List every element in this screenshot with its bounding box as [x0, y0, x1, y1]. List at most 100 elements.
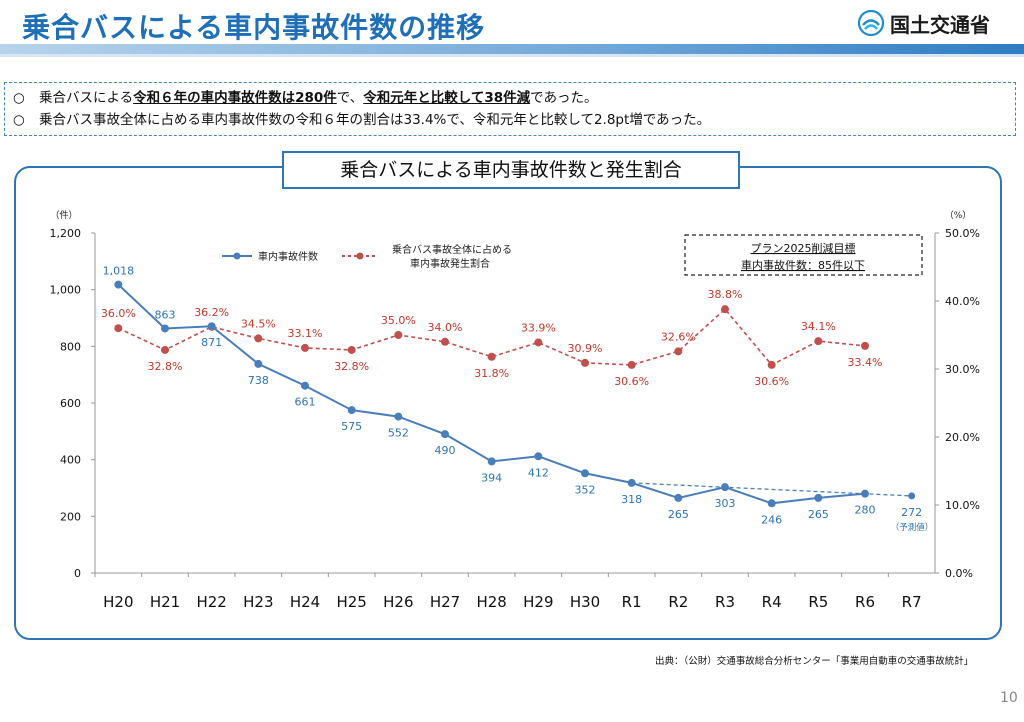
count-data-label: 265 [808, 508, 829, 521]
summary-text: 乗合バスによる [39, 90, 134, 106]
summary-box: ○ 乗合バスによる令和６年の車内事故件数は280件で、令和元年と比較して38件減で… [4, 82, 1016, 136]
count-point [161, 324, 169, 333]
ratio-data-label: 38.8% [708, 288, 743, 301]
ratio-data-label: 34.5% [241, 317, 276, 330]
chart-title: 乗合バスによる車内事故件数と発生割合 [282, 151, 740, 189]
count-point [767, 499, 776, 508]
x-tick-label: R2 [668, 593, 688, 611]
ratio-series-line [117, 308, 866, 366]
x-tick-label: H25 [336, 593, 366, 611]
summary-text: であった。 [530, 90, 598, 106]
legend-label-count: 車内事故件数 [258, 250, 318, 263]
y-left-tick-label: 600 [60, 397, 81, 410]
x-tick-label: H26 [383, 593, 413, 611]
y-left-tick-label: 0 [74, 567, 81, 580]
logo-text: 国土交通省 [890, 12, 990, 37]
mlit-logo-icon [858, 10, 884, 36]
count-data-label: 318 [621, 493, 642, 506]
ratio-point [347, 345, 356, 354]
ratio-data-label: 30.6% [614, 375, 649, 388]
x-tick-label: R4 [762, 593, 782, 611]
ratio-point [534, 338, 543, 347]
ratio-data-label: 36.2% [194, 306, 229, 319]
count-data-label: 863 [155, 308, 176, 321]
forecast-data-label: 272 [901, 506, 922, 519]
count-data-label: 490 [435, 444, 456, 457]
ratio-point [674, 347, 683, 356]
count-data-label: 552 [388, 427, 409, 440]
right-axis-unit: （%） [945, 210, 972, 221]
bullet-circle-icon: ○ [13, 112, 25, 128]
y-left-tick-label: 800 [60, 340, 81, 353]
count-point [814, 493, 823, 502]
y-right-tick-label: 50.0% [945, 227, 980, 240]
source-note: 出典：（公財）交通事故総合分析センター「事業用自動車の交通事故統計」 [655, 656, 974, 667]
count-point [861, 489, 869, 498]
ratio-point [581, 358, 589, 367]
y-right-tick-label: 0.0% [945, 567, 973, 580]
x-tick-label: H27 [430, 593, 460, 611]
y-left-tick-label: 400 [60, 454, 81, 467]
x-tick-label: H21 [150, 593, 180, 611]
y-right-tick-label: 30.0% [945, 363, 980, 376]
ratio-point [721, 305, 729, 314]
x-tick-label: R3 [715, 593, 735, 611]
legend-label-ratio-1: 乗合バス事故全体に占める [392, 243, 512, 256]
x-tick-label: H28 [476, 593, 506, 611]
summary-line-1: ○ 乗合バスによる令和６年の車内事故件数は280件で、令和元年と比較して38件減で… [13, 87, 1007, 109]
target-box-border [684, 234, 923, 276]
count-point [721, 483, 729, 492]
summary-text: で、 [336, 90, 364, 106]
ratio-point [627, 360, 636, 369]
x-tick-label: H20 [103, 593, 133, 611]
header-band-underline [0, 54, 1024, 57]
y-right-tick-label: 10.0% [945, 499, 980, 512]
y-right-tick-label: 40.0% [945, 295, 980, 308]
ratio-data-label: 30.9% [568, 342, 603, 355]
page-title: 乗合バスによる車内事故件数の推移 [22, 11, 486, 44]
x-tick-label: H24 [290, 593, 320, 611]
ratio-data-label: 30.6% [754, 375, 789, 388]
count-data-label: 661 [295, 396, 316, 409]
count-point [347, 406, 356, 415]
count-point [207, 322, 216, 331]
count-data-label: 246 [761, 513, 782, 526]
count-point [627, 478, 636, 487]
target-box-line1: プラン2025削減目標 [751, 241, 856, 255]
x-tick-label: R5 [808, 593, 828, 611]
ratio-point [254, 334, 263, 343]
ratio-data-label: 31.8% [474, 367, 509, 380]
page-number: 10 [1000, 690, 1018, 706]
ratio-data-label: 34.1% [801, 320, 836, 333]
ratio-data-label: 34.0% [428, 321, 463, 334]
summary-line-2: ○ 乗合バス事故全体に占める車内事故件数の令和６年の割合は33.4%で、令和元年と… [13, 109, 1007, 131]
bullet-circle-icon: ○ [13, 90, 25, 106]
count-data-label: 352 [575, 483, 596, 496]
ratio-data-label: 32.8% [148, 360, 183, 373]
count-data-label: 412 [528, 466, 549, 479]
legend-label-ratio-2: 車内事故発生割合 [410, 257, 490, 270]
y-left-tick-label: 1,200 [50, 227, 82, 240]
count-point [534, 452, 543, 461]
count-point [254, 359, 263, 368]
ratio-data-label: 32.6% [661, 330, 696, 343]
summary-highlight: 令和６年の車内事故件数は280件 [133, 90, 337, 106]
x-tick-label: R7 [902, 593, 922, 611]
forecast-point [908, 492, 916, 500]
x-tick-label: H29 [523, 593, 553, 611]
trend-line [631, 482, 912, 497]
y-left-tick-label: 200 [60, 510, 81, 523]
x-tick-label: R1 [622, 593, 642, 611]
ratio-data-label: 36.0% [101, 307, 136, 320]
summary-highlight: 令和元年と比較して38件減 [363, 90, 531, 106]
ratio-point [394, 331, 403, 339]
y-left-tick-label: 1,000 [50, 284, 82, 297]
ratio-point [114, 324, 123, 333]
ratio-point [161, 345, 169, 354]
y-right-tick-label: 20.0% [945, 431, 980, 444]
ratio-point [301, 343, 309, 352]
x-tick-label: H22 [196, 593, 226, 611]
header-band [0, 44, 1024, 54]
summary-text: 乗合バス事故全体に占める車内事故件数の令和６年の割合は33.4%で、令和元年と比… [39, 112, 711, 128]
